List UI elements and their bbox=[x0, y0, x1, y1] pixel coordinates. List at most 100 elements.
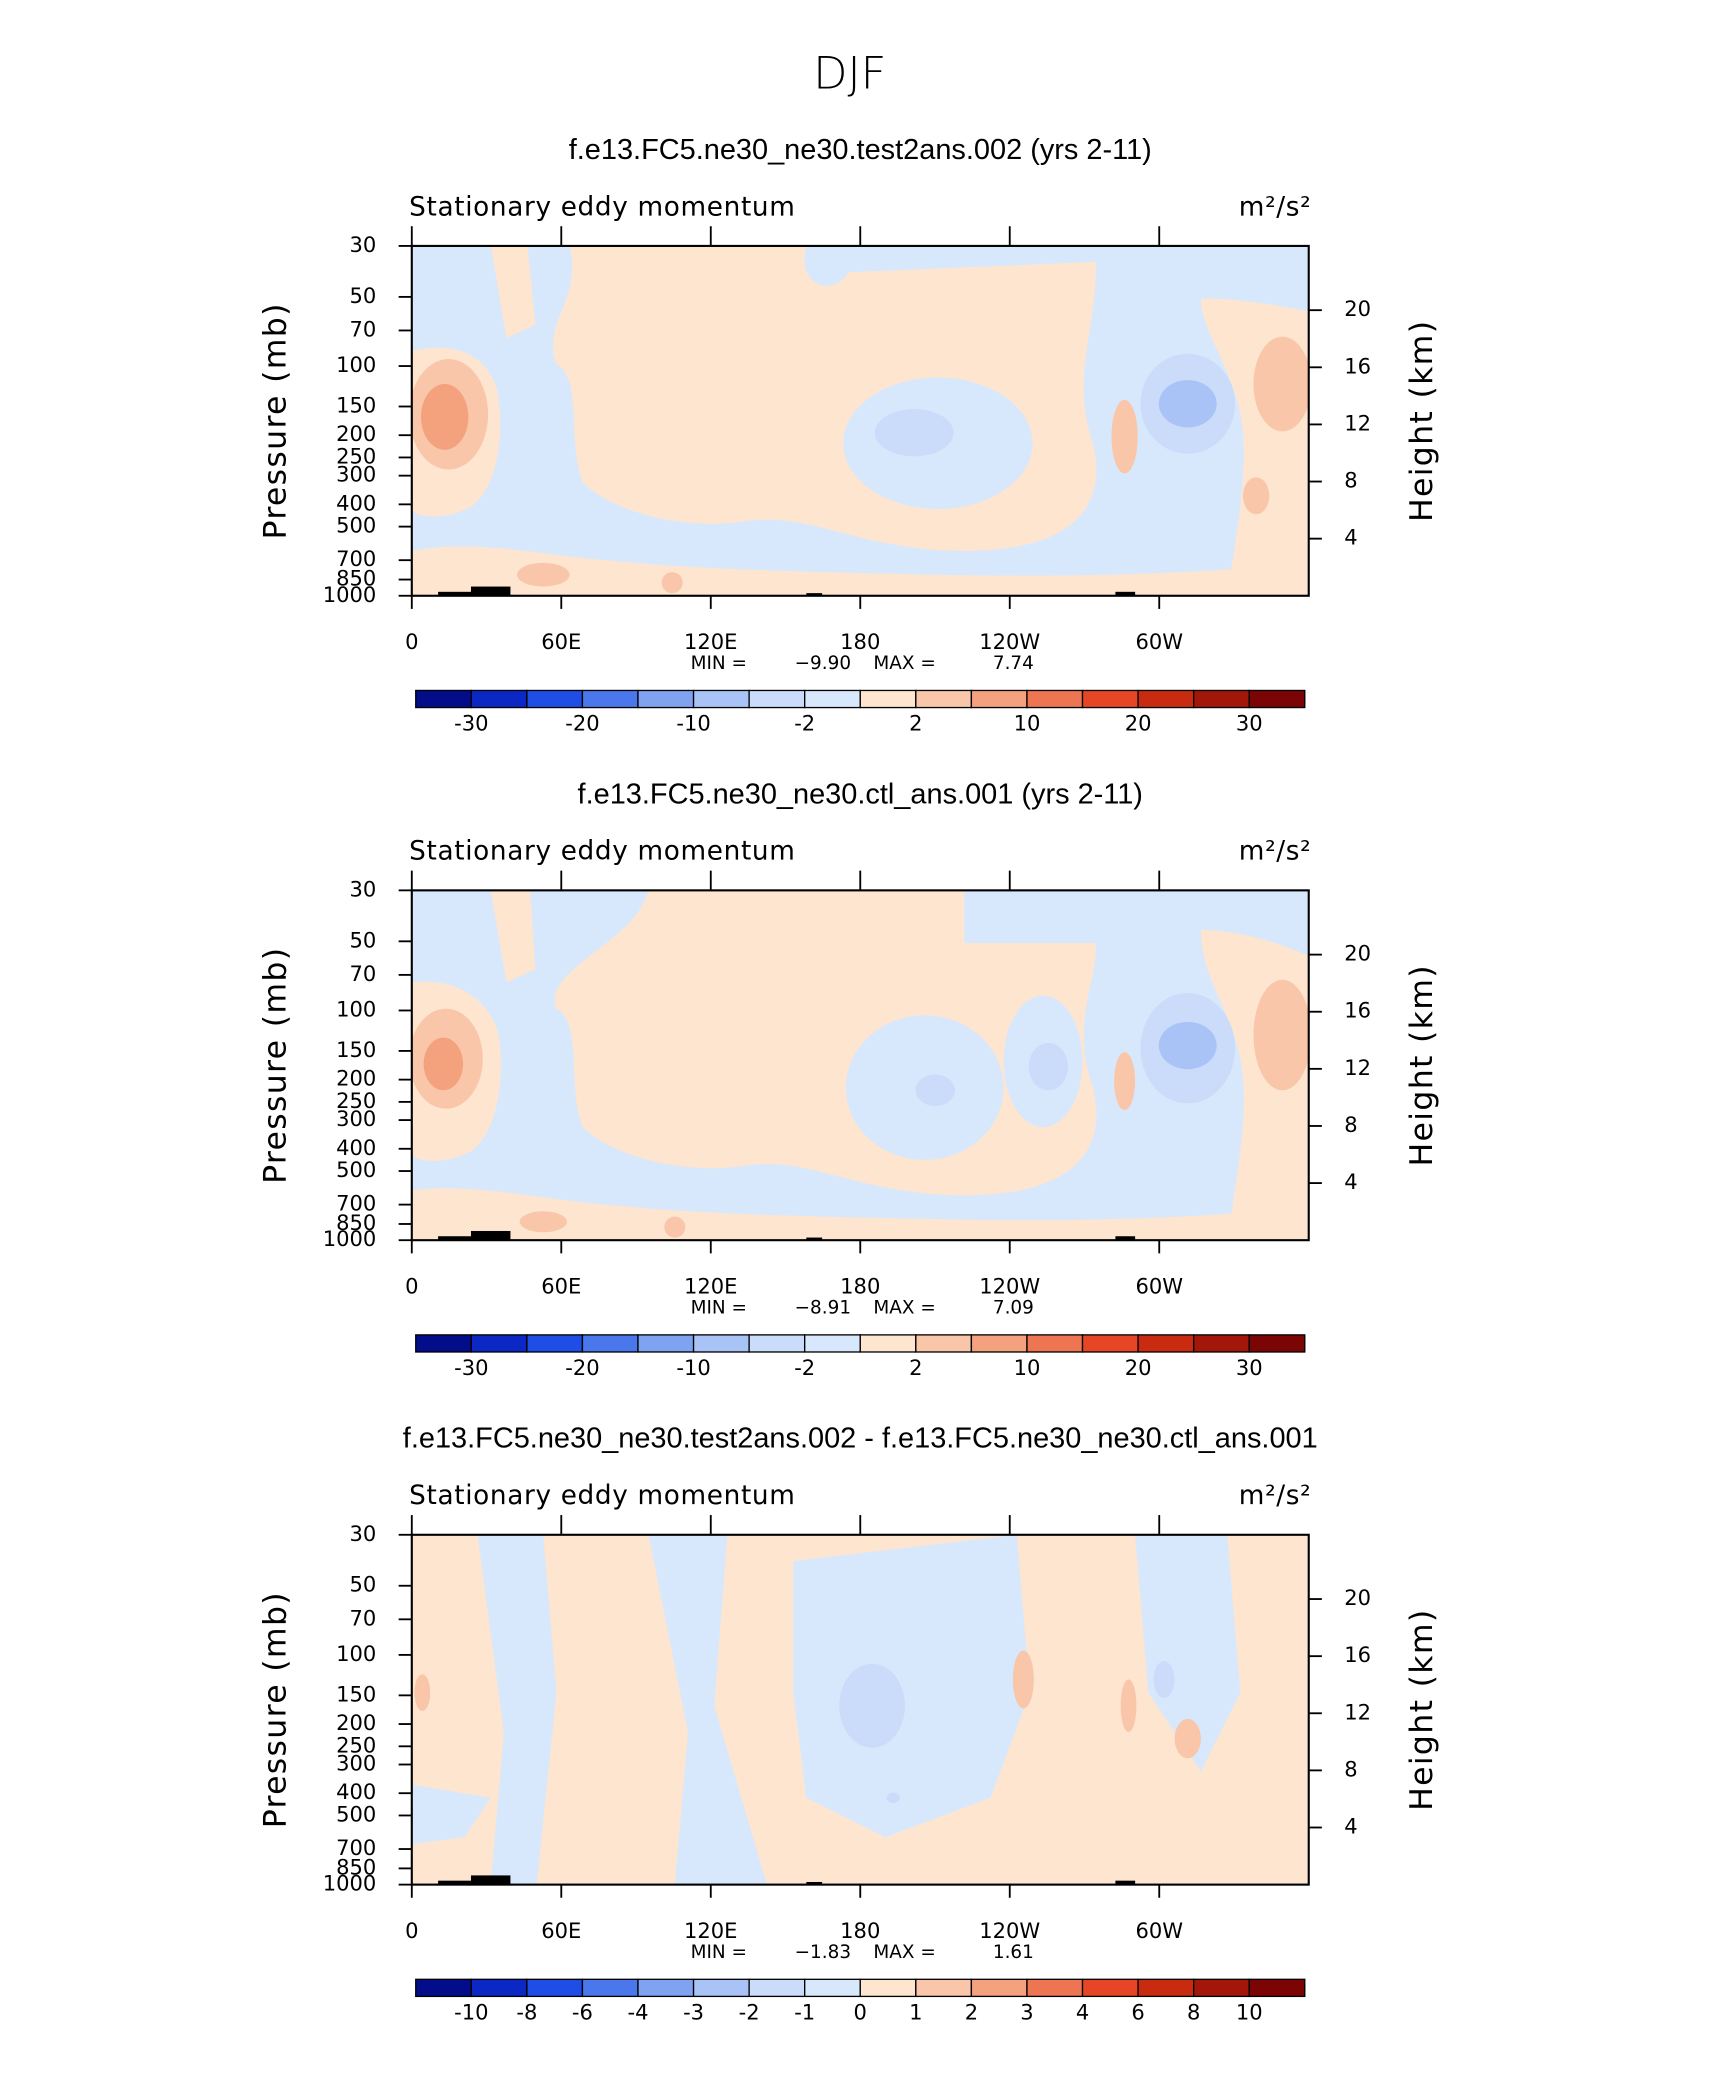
colorbar-box bbox=[859, 689, 917, 709]
contour-fill bbox=[411, 546, 1309, 596]
y-tick-label: 400 bbox=[336, 490, 376, 515]
y2-tick-label: 4 bbox=[1344, 525, 1357, 550]
stat-value: 1.61 bbox=[993, 1942, 1034, 1963]
y2-tick-label: 16 bbox=[1344, 998, 1371, 1023]
colorbar-box bbox=[415, 689, 472, 709]
panel: f.e13.FC5.ne30_ne30.test2ans.002 - f.e13… bbox=[257, 1423, 1440, 2025]
topography bbox=[470, 1230, 511, 1241]
x-tick-label: 120E bbox=[684, 1274, 737, 1299]
y-tick-label: 400 bbox=[336, 1135, 376, 1160]
colorbar-box bbox=[415, 1334, 472, 1353]
stat-name: MAX = bbox=[873, 1942, 935, 1963]
colorbar-box bbox=[970, 689, 1028, 709]
y-tick-label: 30 bbox=[350, 876, 377, 901]
colorbar-box bbox=[470, 1334, 528, 1353]
contour-fill bbox=[1253, 336, 1309, 432]
colorbar-label: 8 bbox=[1187, 2000, 1200, 2025]
contour-fill bbox=[423, 1037, 464, 1091]
y-tick-label: 850 bbox=[336, 566, 376, 591]
colorbar-label: 0 bbox=[854, 2000, 867, 2025]
colorbar-label: 10 bbox=[1014, 1355, 1041, 1380]
contour-field bbox=[411, 1534, 1309, 1885]
y-tick-label: 700 bbox=[336, 1835, 376, 1860]
colorbar-label: -10 bbox=[454, 2000, 488, 2025]
y2-tick-label: 20 bbox=[1344, 941, 1371, 966]
y-tick-label: 1000 bbox=[323, 582, 377, 607]
x-tick-label: 120E bbox=[684, 629, 737, 654]
colorbar-box bbox=[581, 1978, 639, 1998]
colorbar-box bbox=[692, 1334, 750, 1353]
x-tick-label: 60E bbox=[541, 629, 581, 654]
x-tick-label: 180 bbox=[840, 629, 880, 654]
contour-fill bbox=[490, 890, 536, 983]
colorbar-label: 1 bbox=[909, 2000, 922, 2025]
panel: f.e13.FC5.ne30_ne30.test2ans.002 (yrs 2-… bbox=[257, 134, 1440, 736]
y2-tick-label: 8 bbox=[1344, 1112, 1357, 1137]
contour-fill bbox=[664, 1216, 686, 1238]
colorbar-label: -10 bbox=[676, 711, 710, 736]
y-tick-label: 250 bbox=[336, 1732, 376, 1757]
colorbar-label: -8 bbox=[516, 2000, 537, 2025]
units: m²/s² bbox=[1239, 1481, 1312, 1511]
y-axis-label: Pressure (mb) bbox=[257, 947, 293, 1184]
x-tick-label: 0 bbox=[405, 1274, 418, 1299]
colorbar-label: 2 bbox=[965, 2000, 978, 2025]
colorbar-box bbox=[1137, 689, 1195, 709]
panel-title: f.e13.FC5.ne30_ne30.ctl_ans.001 (yrs 2-1… bbox=[578, 778, 1143, 810]
colorbar-box bbox=[970, 1978, 1028, 1998]
y-tick-label: 30 bbox=[350, 232, 377, 257]
contour-fill bbox=[648, 1534, 767, 1885]
y2-tick-label: 8 bbox=[1344, 468, 1357, 493]
y2-tick-label: 8 bbox=[1344, 1756, 1357, 1781]
colorbar-box bbox=[970, 1334, 1028, 1353]
colorbar-box bbox=[1081, 1978, 1139, 1998]
panel-title: f.e13.FC5.ne30_ne30.test2ans.002 - f.e13… bbox=[403, 1423, 1318, 1455]
colorbar-box bbox=[470, 689, 528, 709]
x-tick-label: 180 bbox=[840, 1274, 880, 1299]
x-tick-label: 120E bbox=[684, 1918, 737, 1943]
colorbar-box bbox=[1248, 689, 1306, 709]
y-tick-label: 300 bbox=[336, 1751, 376, 1776]
contour-fill bbox=[1253, 979, 1309, 1091]
y-tick-label: 500 bbox=[336, 513, 376, 538]
y-tick-label: 30 bbox=[350, 1521, 377, 1546]
colorbar-box bbox=[1248, 1334, 1306, 1353]
colorbar-box bbox=[637, 689, 695, 709]
x-tick-label: 120W bbox=[979, 1274, 1040, 1299]
colorbar-box bbox=[1192, 1978, 1250, 1998]
colorbar-label: -3 bbox=[683, 2000, 704, 2025]
x-tick-label: 60W bbox=[1135, 1274, 1183, 1299]
colorbar-box bbox=[415, 1978, 472, 1998]
contour-fill bbox=[1158, 380, 1217, 428]
colorbar-box bbox=[1192, 689, 1250, 709]
colorbar-label: -20 bbox=[565, 711, 599, 736]
stat-value: −8.91 bbox=[795, 1298, 851, 1319]
colorbar-label: 2 bbox=[909, 711, 922, 736]
y-tick-label: 400 bbox=[336, 1779, 376, 1804]
y2-tick-label: 4 bbox=[1344, 1169, 1357, 1194]
y2-axis-label: Height (km) bbox=[1404, 964, 1440, 1166]
y-tick-label: 500 bbox=[336, 1801, 376, 1826]
contour-fill bbox=[411, 1188, 1309, 1241]
topography bbox=[470, 1875, 511, 1885]
y-tick-label: 1000 bbox=[323, 1226, 377, 1251]
colorbar-label: -1 bbox=[794, 2000, 815, 2025]
y-tick-label: 200 bbox=[336, 1066, 376, 1091]
contour-fill bbox=[477, 1534, 557, 1885]
colorbar-box bbox=[859, 1334, 917, 1353]
x-tick-label: 60W bbox=[1135, 1918, 1183, 1943]
stat-value: −9.90 bbox=[795, 653, 851, 674]
y-tick-label: 300 bbox=[336, 462, 376, 487]
stat-name: MIN = bbox=[691, 1298, 747, 1319]
topography bbox=[806, 593, 823, 596]
contour-fill bbox=[793, 1534, 1030, 1838]
contour-fill bbox=[1153, 1661, 1175, 1698]
colorbar-label: -20 bbox=[565, 1355, 599, 1380]
contour-fill bbox=[1028, 1042, 1069, 1091]
y-tick-label: 70 bbox=[350, 316, 377, 341]
colorbar-box bbox=[692, 689, 750, 709]
colorbar-box bbox=[637, 1978, 695, 1998]
colorbar-label: -2 bbox=[739, 2000, 760, 2025]
colorbar-label: 10 bbox=[1236, 2000, 1263, 2025]
